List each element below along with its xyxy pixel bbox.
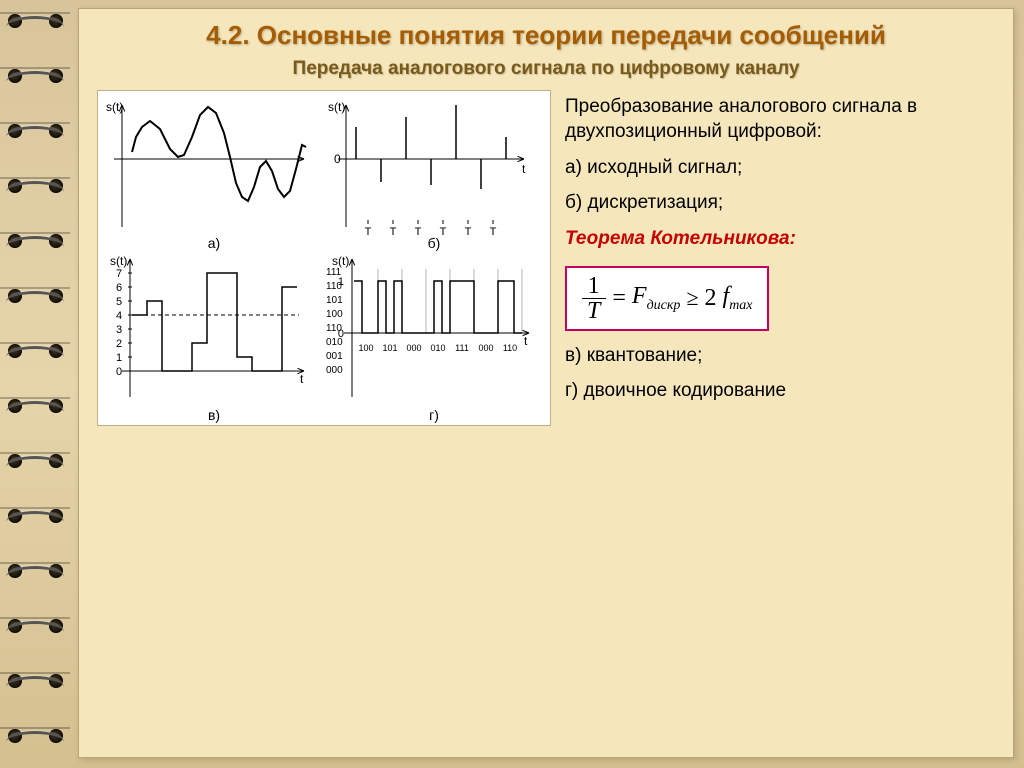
theorem-label: Теорема Котельникова:	[565, 226, 995, 252]
svg-text:T: T	[490, 226, 497, 237]
svg-text:010: 010	[430, 343, 445, 353]
item-b: б) дискретизация;	[565, 190, 995, 216]
chart-b: s(t) t 0 T T T T T T б)	[324, 97, 544, 251]
chart-a-caption: а)	[104, 235, 324, 251]
chart-c-caption: в)	[104, 407, 324, 423]
slide-subtitle: Передача аналогового сигнала по цифровом…	[97, 58, 995, 80]
chart-b-caption: б)	[324, 235, 544, 251]
chart-a: s(t) а)	[104, 97, 324, 251]
svg-text:3: 3	[116, 324, 122, 336]
svg-text:7: 7	[116, 268, 122, 280]
svg-text:s(t): s(t)	[106, 100, 123, 114]
svg-text:T: T	[415, 226, 422, 237]
svg-text:1: 1	[338, 276, 344, 288]
svg-text:0: 0	[116, 366, 122, 378]
diagram-panel: s(t) а) s(t) t 0 T T T T T T б) s(t) t 7 6 5 4 3 2 1 0 в)…	[97, 90, 551, 426]
kotelnikov-formula: 1 T = Fдискр ≥ 2 fmax	[581, 274, 753, 323]
content-row: s(t) а) s(t) t 0 T T T T T T б) s(t) t 7 6 5 4 3 2 1 0 в)…	[97, 90, 995, 426]
side-text: Преобразование аналогового сигнала в дву…	[565, 90, 995, 426]
formula-box: 1 T = Fдискр ≥ 2 fmax	[565, 266, 769, 331]
svg-text:000: 000	[478, 343, 493, 353]
svg-text:2: 2	[116, 338, 122, 350]
svg-text:100: 100	[326, 309, 343, 320]
svg-text:6: 6	[116, 282, 122, 294]
svg-text:T: T	[365, 226, 372, 237]
item-d: г) двоичное кодирование	[565, 378, 995, 404]
item-c: в) квантование;	[565, 343, 995, 369]
svg-text:1: 1	[116, 352, 122, 364]
chart-d: s(t)t11111010110011001000100010100101000…	[324, 251, 544, 423]
svg-text:100: 100	[358, 343, 373, 353]
svg-text:5: 5	[116, 296, 122, 308]
svg-text:t: t	[300, 372, 304, 386]
slide-title: 4.2. Основные понятия теории передачи со…	[97, 19, 995, 52]
svg-text:s(t): s(t)	[328, 100, 345, 114]
svg-text:t: t	[524, 334, 528, 348]
svg-text:000: 000	[406, 343, 421, 353]
svg-text:110: 110	[503, 343, 517, 353]
svg-text:t: t	[522, 162, 526, 176]
svg-text:0: 0	[334, 152, 341, 166]
svg-text:101: 101	[326, 295, 343, 306]
svg-text:s(t): s(t)	[332, 254, 349, 268]
svg-text:101: 101	[382, 343, 397, 353]
svg-text:T: T	[390, 226, 397, 237]
svg-text:0: 0	[338, 328, 344, 340]
intro-text: Преобразование аналогового сигнала в дву…	[565, 94, 995, 145]
chart-c: s(t) t 7 6 5 4 3 2 1 0 в)	[104, 251, 324, 423]
svg-text:000: 000	[326, 365, 343, 376]
svg-text:T: T	[465, 226, 472, 237]
svg-text:111: 111	[455, 343, 469, 353]
svg-text:s(t): s(t)	[110, 254, 127, 268]
slide-page: 4.2. Основные понятия теории передачи со…	[78, 8, 1014, 758]
chart-d-caption: г)	[324, 407, 544, 423]
item-a: а) исходный сигнал;	[565, 155, 995, 181]
svg-text:T: T	[440, 226, 447, 237]
svg-text:001: 001	[326, 351, 343, 362]
svg-text:4: 4	[116, 310, 122, 322]
spiral-holes	[8, 10, 63, 758]
spiral-binding	[0, 0, 70, 768]
